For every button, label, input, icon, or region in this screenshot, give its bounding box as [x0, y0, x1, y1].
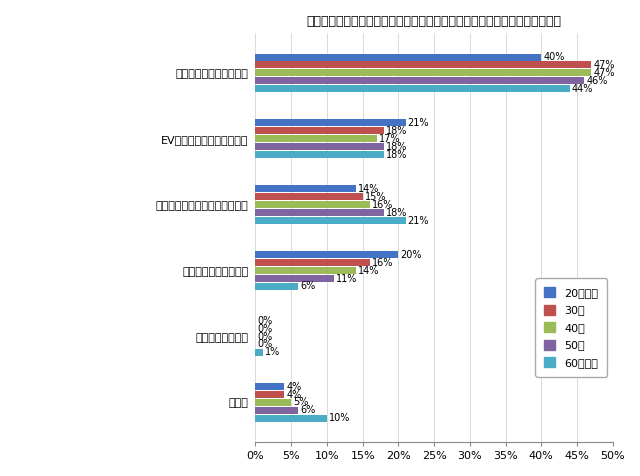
Bar: [255, 201, 370, 208]
Bar: [255, 415, 327, 422]
Bar: [255, 209, 384, 216]
Text: 18%: 18%: [386, 149, 408, 159]
Bar: [255, 259, 370, 266]
Text: 0%: 0%: [258, 339, 273, 349]
Bar: [255, 383, 284, 390]
Legend: 20代以下, 30代, 40代, 50代, 60代以上: 20代以下, 30代, 40代, 50代, 60代以上: [535, 278, 607, 377]
Text: 21%: 21%: [408, 118, 429, 128]
Bar: [255, 85, 570, 92]
Bar: [255, 407, 298, 414]
Text: 0%: 0%: [258, 324, 273, 334]
Text: 0%: 0%: [258, 316, 273, 326]
Text: 6%: 6%: [301, 406, 316, 416]
Text: 44%: 44%: [572, 84, 593, 94]
Text: 47%: 47%: [593, 68, 615, 78]
Text: 5%: 5%: [293, 397, 308, 407]
Text: 17%: 17%: [379, 134, 401, 144]
Text: 18%: 18%: [386, 142, 408, 152]
Bar: [255, 69, 591, 76]
Text: 0%: 0%: [258, 331, 273, 341]
Text: 4%: 4%: [286, 389, 301, 399]
Bar: [255, 193, 363, 200]
Bar: [255, 275, 334, 282]
Bar: [255, 185, 355, 192]
Bar: [255, 251, 398, 258]
Text: 10%: 10%: [329, 413, 351, 423]
Bar: [255, 283, 298, 290]
Bar: [255, 143, 384, 150]
Text: 1%: 1%: [265, 347, 280, 357]
Text: 18%: 18%: [386, 126, 408, 136]
Bar: [255, 54, 541, 60]
Bar: [255, 61, 591, 69]
Bar: [255, 399, 291, 406]
Text: 46%: 46%: [586, 76, 607, 86]
Text: 14%: 14%: [358, 266, 379, 276]
Bar: [255, 349, 262, 356]
Bar: [255, 135, 377, 142]
Bar: [255, 119, 406, 127]
Text: 6%: 6%: [301, 281, 316, 291]
Bar: [255, 217, 406, 224]
Text: 21%: 21%: [408, 216, 429, 226]
Text: 20%: 20%: [401, 250, 422, 260]
Bar: [255, 128, 384, 134]
Text: 16%: 16%: [372, 200, 394, 210]
Text: 16%: 16%: [372, 258, 394, 268]
Bar: [255, 151, 384, 158]
Text: 11%: 11%: [336, 274, 358, 284]
Bar: [255, 77, 584, 84]
Text: 18%: 18%: [386, 208, 408, 218]
Bar: [255, 267, 355, 274]
Text: 47%: 47%: [593, 60, 615, 70]
Bar: [255, 391, 284, 398]
Text: 14%: 14%: [358, 184, 379, 194]
Text: 40%: 40%: [543, 52, 564, 62]
Title: 電気自動車を取り巻く環境がどのようになったら購入しますか？（年代別）: 電気自動車を取り巻く環境がどのようになったら購入しますか？（年代別）: [307, 15, 561, 28]
Text: 15%: 15%: [365, 192, 387, 202]
Text: 4%: 4%: [286, 382, 301, 392]
